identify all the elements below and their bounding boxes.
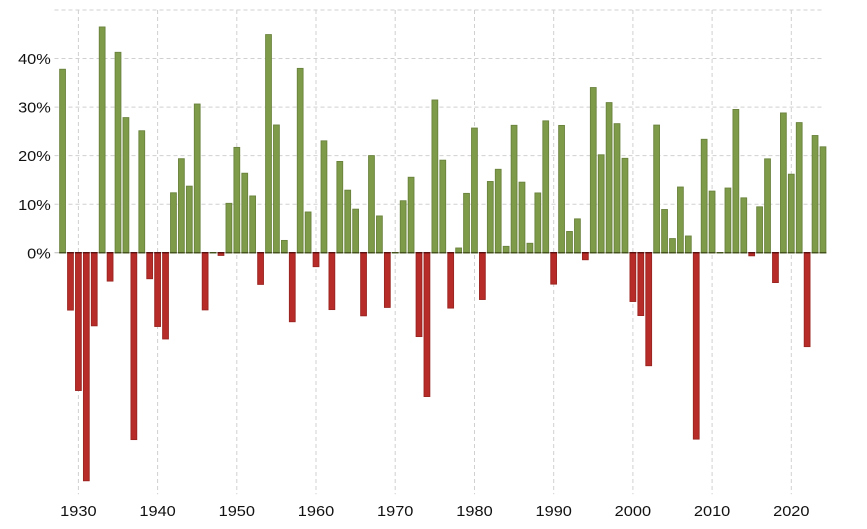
svg-text:1950: 1950 bbox=[219, 503, 255, 520]
svg-text:30%: 30% bbox=[18, 100, 51, 117]
svg-text:2010: 2010 bbox=[694, 503, 730, 520]
svg-text:0%: 0% bbox=[27, 245, 51, 262]
svg-text:1960: 1960 bbox=[298, 503, 334, 520]
svg-text:2020: 2020 bbox=[773, 503, 809, 520]
svg-text:2000: 2000 bbox=[615, 503, 651, 520]
svg-text:20%: 20% bbox=[18, 148, 51, 165]
svg-text:1940: 1940 bbox=[139, 503, 175, 520]
svg-text:1990: 1990 bbox=[536, 503, 572, 520]
svg-text:40%: 40% bbox=[18, 51, 51, 68]
svg-text:1980: 1980 bbox=[456, 503, 492, 520]
svg-text:1930: 1930 bbox=[60, 503, 96, 520]
svg-text:1970: 1970 bbox=[377, 503, 413, 520]
svg-text:10%: 10% bbox=[18, 197, 51, 214]
